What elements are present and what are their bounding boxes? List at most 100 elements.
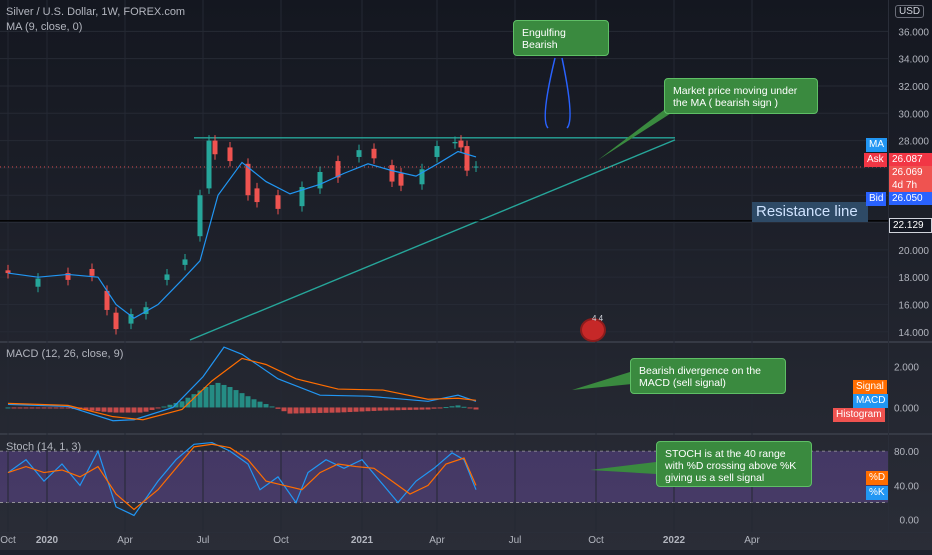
ma-callout-pointer	[598, 110, 676, 160]
macd-histogram-bar	[431, 407, 437, 409]
ask-price-tag: 26.087	[889, 153, 932, 166]
ma-line	[7, 150, 477, 319]
engulfing-arrow	[544, 57, 571, 129]
resistance-price-tag: 22.129	[889, 218, 932, 233]
ma-callout: Market price moving under the MA ( beari…	[664, 78, 818, 114]
stoch-d-tag: %D	[866, 471, 889, 485]
macd-histogram-bar	[131, 407, 137, 413]
macd-histogram-bar	[269, 406, 275, 408]
macd-histogram-bar	[389, 407, 395, 411]
macd-callout: Bearish divergence on the MACD (sell sig…	[630, 358, 786, 394]
macd-histogram-bar	[425, 407, 431, 410]
stoch-d-line	[7, 443, 477, 511]
currency-badge[interactable]: USD	[895, 5, 925, 18]
macd-line-signal	[7, 357, 477, 421]
ma-callout-line-1: Market price moving under	[673, 85, 798, 97]
candle-body	[35, 278, 41, 287]
ma-legend[interactable]: MA (9, close, 0)	[6, 21, 83, 33]
macd-histogram-bar	[161, 406, 167, 408]
macd-tick-label: 2.000	[894, 363, 919, 374]
macd-histogram-bar	[167, 404, 173, 408]
countdown-tag: 4d 7h	[889, 179, 932, 192]
macd-callout-pointer	[572, 372, 632, 390]
candle-body	[128, 314, 134, 324]
macd-histogram-bar	[113, 407, 119, 413]
macd-histogram-bar	[347, 407, 353, 413]
candle-body	[104, 290, 110, 310]
macd-histogram-bar	[437, 407, 443, 409]
macd-histogram-bar	[293, 407, 299, 414]
idea-count[interactable]: 4 4	[592, 314, 604, 323]
macd-histogram-bar	[329, 407, 335, 413]
time-tick-label: Apr	[429, 535, 445, 546]
ask-label: Ask	[864, 153, 887, 167]
candle-body	[5, 270, 11, 274]
time-tick-label: Oct	[588, 535, 604, 546]
macd-histogram-bar	[299, 407, 305, 414]
macd-histogram-bar	[335, 407, 341, 413]
macd-histogram-bar	[227, 387, 233, 408]
macd-histogram-bar	[119, 407, 125, 413]
macd-histogram-bar	[53, 407, 59, 409]
macd-histogram-bar	[305, 407, 311, 414]
macd-histogram-bar	[29, 407, 35, 409]
stoch-k-tag: %K	[866, 486, 888, 500]
macd-callout-line-1: Bearish divergence on the	[639, 365, 761, 377]
candle-body	[206, 140, 212, 189]
candle-body	[398, 173, 404, 186]
macd-histogram-bar	[95, 407, 101, 412]
macd-histogram-bar	[209, 384, 215, 408]
macd-callout-line-2: MACD (sell signal)	[639, 377, 726, 389]
macd-histogram-bar	[257, 401, 263, 408]
candle-body	[245, 163, 251, 196]
ma-price-label: MA	[866, 138, 887, 152]
candle-body	[164, 274, 170, 280]
macd-histogram-bar	[173, 403, 179, 408]
time-tick-label: 2020	[36, 535, 59, 546]
candle-body	[389, 165, 395, 182]
macd-histogram-bar	[185, 397, 191, 408]
stoch-callout-pointer	[590, 462, 656, 474]
indicator-lines	[5, 150, 479, 517]
last-price-tag: 26.069	[889, 166, 932, 179]
macd-histogram-bar	[413, 407, 419, 410]
macd-histogram-bar	[341, 407, 347, 413]
macd-histogram-bar	[83, 407, 89, 411]
price-tick-label: 18.000	[898, 273, 929, 284]
macd-histogram-bar	[449, 406, 455, 408]
price-tick-label: 34.000	[898, 55, 929, 66]
macd-histogram-bar	[383, 407, 389, 411]
macd-histogram-bar	[365, 407, 371, 412]
stoch-legend[interactable]: Stoch (14, 1, 3)	[6, 441, 82, 453]
macd-histogram-bar	[251, 399, 257, 408]
trend-lines	[0, 57, 888, 474]
author-avatar[interactable]	[580, 318, 606, 342]
candle-body	[473, 166, 479, 168]
time-tick-label: 2022	[663, 535, 686, 546]
candle-body	[419, 169, 425, 185]
price-tick-label: 14.000	[898, 328, 929, 339]
macd-histogram-bar	[371, 407, 377, 411]
candle-body	[335, 161, 341, 178]
macd-histogram-bar	[149, 407, 155, 410]
macd-legend[interactable]: MACD (12, 26, close, 9)	[6, 348, 124, 360]
engulfing-line-2: Bearish	[522, 39, 558, 51]
macd-histogram-bar	[125, 407, 131, 413]
price-tick-label: 32.000	[898, 82, 929, 93]
bid-price-tag: 26.050	[889, 192, 932, 205]
macd-histogram-bar	[401, 407, 407, 411]
macd-histogram-bar	[5, 407, 11, 409]
macd-tag: MACD	[853, 394, 889, 408]
macd-histogram-bar	[101, 407, 107, 412]
time-tick-label: Jul	[197, 535, 210, 546]
candle-body	[356, 150, 362, 157]
macd-histogram-bar	[359, 407, 365, 412]
macd-histogram-bar	[17, 407, 23, 409]
candle-body	[254, 188, 260, 203]
macd-histogram-bar	[137, 407, 143, 413]
macd-histogram-bar	[473, 407, 479, 410]
macd-histogram-bar	[323, 407, 329, 413]
time-tick-label: 2021	[351, 535, 374, 546]
candle-body	[371, 148, 377, 159]
stoch-tick-label: 80.00	[894, 447, 919, 458]
